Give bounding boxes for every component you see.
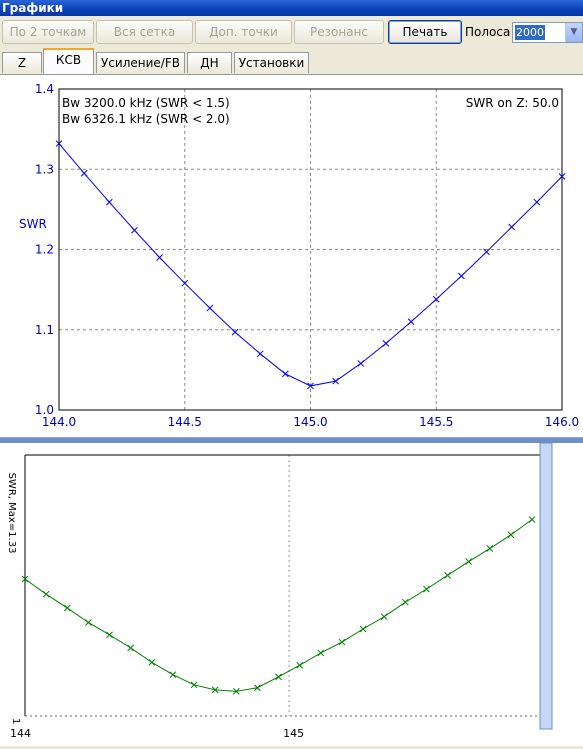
data-point-marker <box>307 382 314 390</box>
swr-chart: 144.0 144.5 145.0 145.5 146.0 1.0 1.1 1.2 1.3 1.4… <box>19 82 579 429</box>
data-point-marker <box>432 295 440 303</box>
data-point-marker <box>63 604 71 612</box>
data-point-marker <box>458 272 465 280</box>
tab-pattern[interactable]: ДН <box>187 52 232 73</box>
x-tick-label: 145.5 <box>419 415 453 429</box>
tab-z[interactable]: Z <box>2 52 42 73</box>
data-point-marker <box>382 340 390 347</box>
y-tick-label: 1.2 <box>35 243 54 257</box>
data-point-marker <box>533 198 541 206</box>
two-points-button[interactable]: По 2 точкам <box>2 20 94 44</box>
swr-mini-chart: 144 145 1 SWR, Max=1.33 <box>6 442 553 740</box>
tab-bar: Z КСВ Усиление/FB ДН Установки <box>0 48 583 74</box>
data-point-marker <box>156 254 163 261</box>
data-point-marker <box>80 169 88 177</box>
data-point-marker <box>105 198 113 206</box>
data-point-marker <box>508 223 516 231</box>
y-tick-label: 1.4 <box>35 82 54 96</box>
impedance-annotation: SWR on Z: 50.0 <box>466 96 559 110</box>
data-point-marker <box>296 661 304 669</box>
swr-series-line <box>24 519 533 692</box>
y-tick-label: 1 <box>10 718 21 724</box>
data-point-marker <box>85 619 92 626</box>
data-point-marker <box>211 686 219 694</box>
x-tick-label: 144.0 <box>42 415 76 429</box>
x-tick-label: 144 <box>10 727 31 740</box>
x-tick-label: 145 <box>283 727 304 740</box>
window-title: Графики <box>0 0 583 16</box>
data-point-marker <box>190 681 198 689</box>
band-value[interactable]: 2000 <box>515 25 545 40</box>
data-point-marker <box>359 625 367 633</box>
data-point-marker <box>42 590 50 598</box>
full-grid-button[interactable]: Вся сетка <box>96 20 193 44</box>
data-point-marker <box>232 687 240 695</box>
toolbar: По 2 точкам Вся сетка Доп. точки Резонан… <box>0 18 583 46</box>
data-point-marker <box>55 140 63 147</box>
data-point-marker <box>127 644 134 652</box>
data-point-marker <box>231 328 239 336</box>
y-axis-label: SWR, Max=1.33 <box>6 473 17 554</box>
data-point-marker <box>528 516 536 523</box>
data-point-marker <box>401 598 409 606</box>
x-tick-label: 146.0 <box>545 415 579 429</box>
data-point-marker <box>317 649 325 657</box>
chevron-down-icon[interactable]: ▼ <box>565 23 582 42</box>
plot-frame <box>58 88 563 411</box>
y-tick-label: 1.0 <box>35 403 54 417</box>
y-tick-label: 1.3 <box>35 162 54 176</box>
data-point-marker <box>21 575 29 583</box>
data-point-marker <box>486 545 494 552</box>
data-point-marker <box>407 318 415 326</box>
data-point-marker <box>558 173 566 180</box>
data-point-marker <box>169 671 177 679</box>
data-point-marker <box>423 585 430 593</box>
data-point-marker <box>465 558 473 565</box>
data-point-marker <box>281 370 289 378</box>
x-tick-label: 145.0 <box>293 415 327 429</box>
data-point-marker <box>206 304 214 312</box>
data-point-marker <box>338 638 346 646</box>
data-point-marker <box>507 531 515 539</box>
bandwidth-annotation: Bw 3200.0 kHz (SWR < 1.5) <box>62 96 230 110</box>
y-tick-label: 1.1 <box>35 323 54 337</box>
extra-points-button[interactable]: Доп. точки <box>195 20 292 44</box>
data-point-marker <box>380 613 388 621</box>
resonance-button[interactable]: Резонанс <box>294 20 384 44</box>
swr-chart-panel: 144.0 144.5 145.0 145.5 146.0 1.0 1.1 1.2 1.3 1.4… <box>0 74 583 441</box>
band-select[interactable]: 2000 ▼ <box>512 22 583 43</box>
data-point-marker <box>483 248 490 256</box>
band-label: Полоса <box>465 25 511 39</box>
data-point-marker <box>357 360 365 367</box>
data-point-marker <box>106 631 113 639</box>
data-point-marker <box>256 350 264 358</box>
tab-settings[interactable]: Установки <box>234 52 309 73</box>
data-point-marker <box>275 673 282 681</box>
data-point-marker <box>131 226 138 234</box>
print-button[interactable]: Печать <box>388 20 462 44</box>
tab-gain-fb[interactable]: Усиление/FB <box>96 52 185 73</box>
tab-swr[interactable]: КСВ <box>43 48 94 74</box>
data-point-marker <box>148 658 156 666</box>
data-point-marker <box>332 377 340 385</box>
data-point-marker <box>254 684 261 692</box>
data-point-marker <box>444 571 451 579</box>
y-axis-label: SWR <box>19 217 47 231</box>
data-point-marker <box>181 279 189 287</box>
x-tick-label: 144.5 <box>168 415 202 429</box>
vertical-scrollbar <box>539 442 553 730</box>
bandwidth-annotation: Bw 6326.1 kHz (SWR < 2.0) <box>62 112 230 126</box>
swr-mini-chart-panel: 144 145 1 SWR, Max=1.33 <box>0 442 583 746</box>
